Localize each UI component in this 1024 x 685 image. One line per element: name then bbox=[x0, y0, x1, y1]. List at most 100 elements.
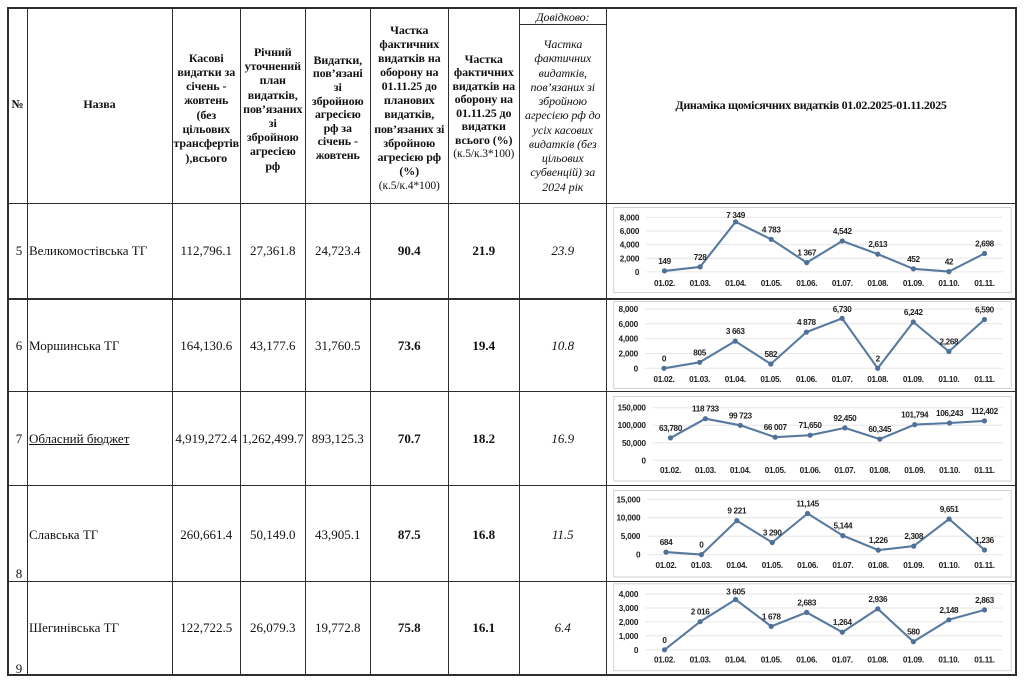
svg-text:01.09.: 01.09. bbox=[904, 466, 925, 475]
svg-text:4 878: 4 878 bbox=[797, 318, 817, 327]
svg-text:01.04.: 01.04. bbox=[726, 561, 747, 570]
svg-text:2,308: 2,308 bbox=[904, 532, 924, 541]
svg-text:01.09.: 01.09. bbox=[903, 279, 924, 288]
svg-text:728: 728 bbox=[694, 253, 707, 262]
svg-text:01.05.: 01.05. bbox=[761, 279, 782, 288]
svg-text:01.03.: 01.03. bbox=[689, 375, 710, 384]
svg-text:01.10.: 01.10. bbox=[939, 466, 960, 475]
svg-text:01.08.: 01.08. bbox=[867, 375, 888, 384]
svg-text:01.02.: 01.02. bbox=[660, 466, 681, 475]
svg-text:01.11.: 01.11. bbox=[974, 375, 995, 384]
svg-text:2,613: 2,613 bbox=[868, 240, 888, 249]
svg-text:1,000: 1,000 bbox=[619, 632, 639, 641]
svg-text:0: 0 bbox=[699, 541, 704, 550]
svg-text:01.11.: 01.11. bbox=[974, 279, 995, 288]
svg-text:7 349: 7 349 bbox=[726, 211, 746, 220]
svg-text:01.03.: 01.03. bbox=[690, 655, 711, 664]
svg-text:582: 582 bbox=[764, 350, 777, 359]
svg-text:01.10.: 01.10. bbox=[938, 375, 959, 384]
svg-text:100,000: 100,000 bbox=[618, 421, 647, 430]
svg-text:01.07.: 01.07. bbox=[832, 375, 853, 384]
svg-text:112,402: 112,402 bbox=[971, 407, 998, 416]
svg-text:1 367: 1 367 bbox=[797, 249, 817, 258]
svg-text:01.03.: 01.03. bbox=[695, 466, 716, 475]
svg-text:01.11.: 01.11. bbox=[974, 561, 995, 570]
svg-text:4 783: 4 783 bbox=[762, 225, 782, 234]
svg-text:10,000: 10,000 bbox=[616, 514, 640, 523]
svg-text:118 733: 118 733 bbox=[692, 405, 719, 414]
svg-text:01.07.: 01.07. bbox=[832, 655, 853, 664]
svg-text:149: 149 bbox=[658, 257, 671, 266]
svg-text:9 221: 9 221 bbox=[727, 507, 747, 516]
svg-text:01.02.: 01.02. bbox=[654, 279, 675, 288]
svg-text:01.02.: 01.02. bbox=[654, 655, 675, 664]
svg-text:60,345: 60,345 bbox=[868, 425, 892, 434]
svg-text:01.09.: 01.09. bbox=[903, 375, 924, 384]
svg-text:5,144: 5,144 bbox=[834, 522, 854, 531]
svg-text:3 605: 3 605 bbox=[726, 587, 746, 596]
svg-text:01.05.: 01.05. bbox=[760, 375, 781, 384]
svg-text:66 007: 66 007 bbox=[764, 423, 788, 432]
svg-text:6,000: 6,000 bbox=[620, 227, 640, 236]
svg-text:01.08.: 01.08. bbox=[869, 466, 890, 475]
svg-text:01.04.: 01.04. bbox=[730, 466, 751, 475]
svg-text:01.09.: 01.09. bbox=[903, 561, 924, 570]
svg-text:0: 0 bbox=[635, 268, 640, 277]
svg-text:2,683: 2,683 bbox=[797, 598, 817, 607]
svg-text:0: 0 bbox=[634, 364, 639, 373]
svg-text:01.10.: 01.10. bbox=[939, 561, 960, 570]
svg-text:01.08.: 01.08. bbox=[868, 561, 889, 570]
svg-text:1,264: 1,264 bbox=[833, 618, 853, 627]
svg-text:6,730: 6,730 bbox=[833, 305, 853, 314]
svg-text:71,650: 71,650 bbox=[799, 421, 823, 430]
svg-text:2: 2 bbox=[876, 354, 881, 363]
svg-text:0: 0 bbox=[662, 354, 667, 363]
svg-text:2,936: 2,936 bbox=[868, 595, 888, 604]
svg-text:4,000: 4,000 bbox=[619, 590, 639, 599]
svg-text:99 723: 99 723 bbox=[729, 411, 753, 420]
svg-text:2,000: 2,000 bbox=[620, 254, 640, 263]
svg-text:63,780: 63,780 bbox=[659, 424, 683, 433]
svg-text:150,000: 150,000 bbox=[618, 404, 647, 413]
svg-text:6,242: 6,242 bbox=[904, 308, 924, 317]
svg-text:4,542: 4,542 bbox=[833, 227, 853, 236]
svg-text:92,450: 92,450 bbox=[833, 414, 857, 423]
svg-text:5,000: 5,000 bbox=[621, 532, 641, 541]
svg-text:01.08.: 01.08. bbox=[867, 279, 888, 288]
svg-text:42: 42 bbox=[945, 258, 954, 267]
svg-text:01.10.: 01.10. bbox=[938, 279, 959, 288]
svg-text:6,000: 6,000 bbox=[619, 320, 639, 329]
svg-text:01.11.: 01.11. bbox=[974, 655, 995, 664]
svg-text:01.06.: 01.06. bbox=[796, 279, 817, 288]
svg-text:01.08.: 01.08. bbox=[867, 655, 888, 664]
svg-text:2,268: 2,268 bbox=[940, 338, 960, 347]
svg-text:50,000: 50,000 bbox=[622, 439, 646, 448]
svg-text:2 016: 2 016 bbox=[691, 608, 711, 617]
svg-text:0: 0 bbox=[634, 646, 639, 655]
svg-text:4,000: 4,000 bbox=[620, 241, 640, 250]
svg-text:2,000: 2,000 bbox=[619, 618, 639, 627]
svg-text:01.06.: 01.06. bbox=[800, 466, 821, 475]
svg-text:684: 684 bbox=[660, 538, 673, 547]
svg-text:6,590: 6,590 bbox=[975, 306, 995, 315]
svg-text:2,863: 2,863 bbox=[975, 596, 995, 605]
svg-text:101,794: 101,794 bbox=[901, 411, 929, 420]
svg-text:8,000: 8,000 bbox=[619, 305, 639, 314]
svg-text:01.04.: 01.04. bbox=[725, 655, 746, 664]
svg-text:01.06.: 01.06. bbox=[796, 655, 817, 664]
svg-text:2,000: 2,000 bbox=[619, 350, 639, 359]
svg-text:452: 452 bbox=[907, 255, 920, 264]
svg-text:3 663: 3 663 bbox=[726, 327, 746, 336]
svg-text:8,000: 8,000 bbox=[620, 213, 640, 222]
svg-text:01.07.: 01.07. bbox=[832, 561, 853, 570]
svg-text:2,698: 2,698 bbox=[975, 240, 995, 249]
svg-text:01.05.: 01.05. bbox=[761, 655, 782, 664]
svg-text:01.06.: 01.06. bbox=[796, 375, 817, 384]
svg-text:3,000: 3,000 bbox=[619, 604, 639, 613]
svg-text:01.02.: 01.02. bbox=[656, 561, 677, 570]
svg-text:0: 0 bbox=[662, 636, 667, 645]
svg-text:11,145: 11,145 bbox=[796, 500, 819, 509]
svg-text:01.09.: 01.09. bbox=[903, 655, 924, 664]
svg-text:01.11.: 01.11. bbox=[974, 466, 995, 475]
svg-text:01.05.: 01.05. bbox=[765, 466, 786, 475]
